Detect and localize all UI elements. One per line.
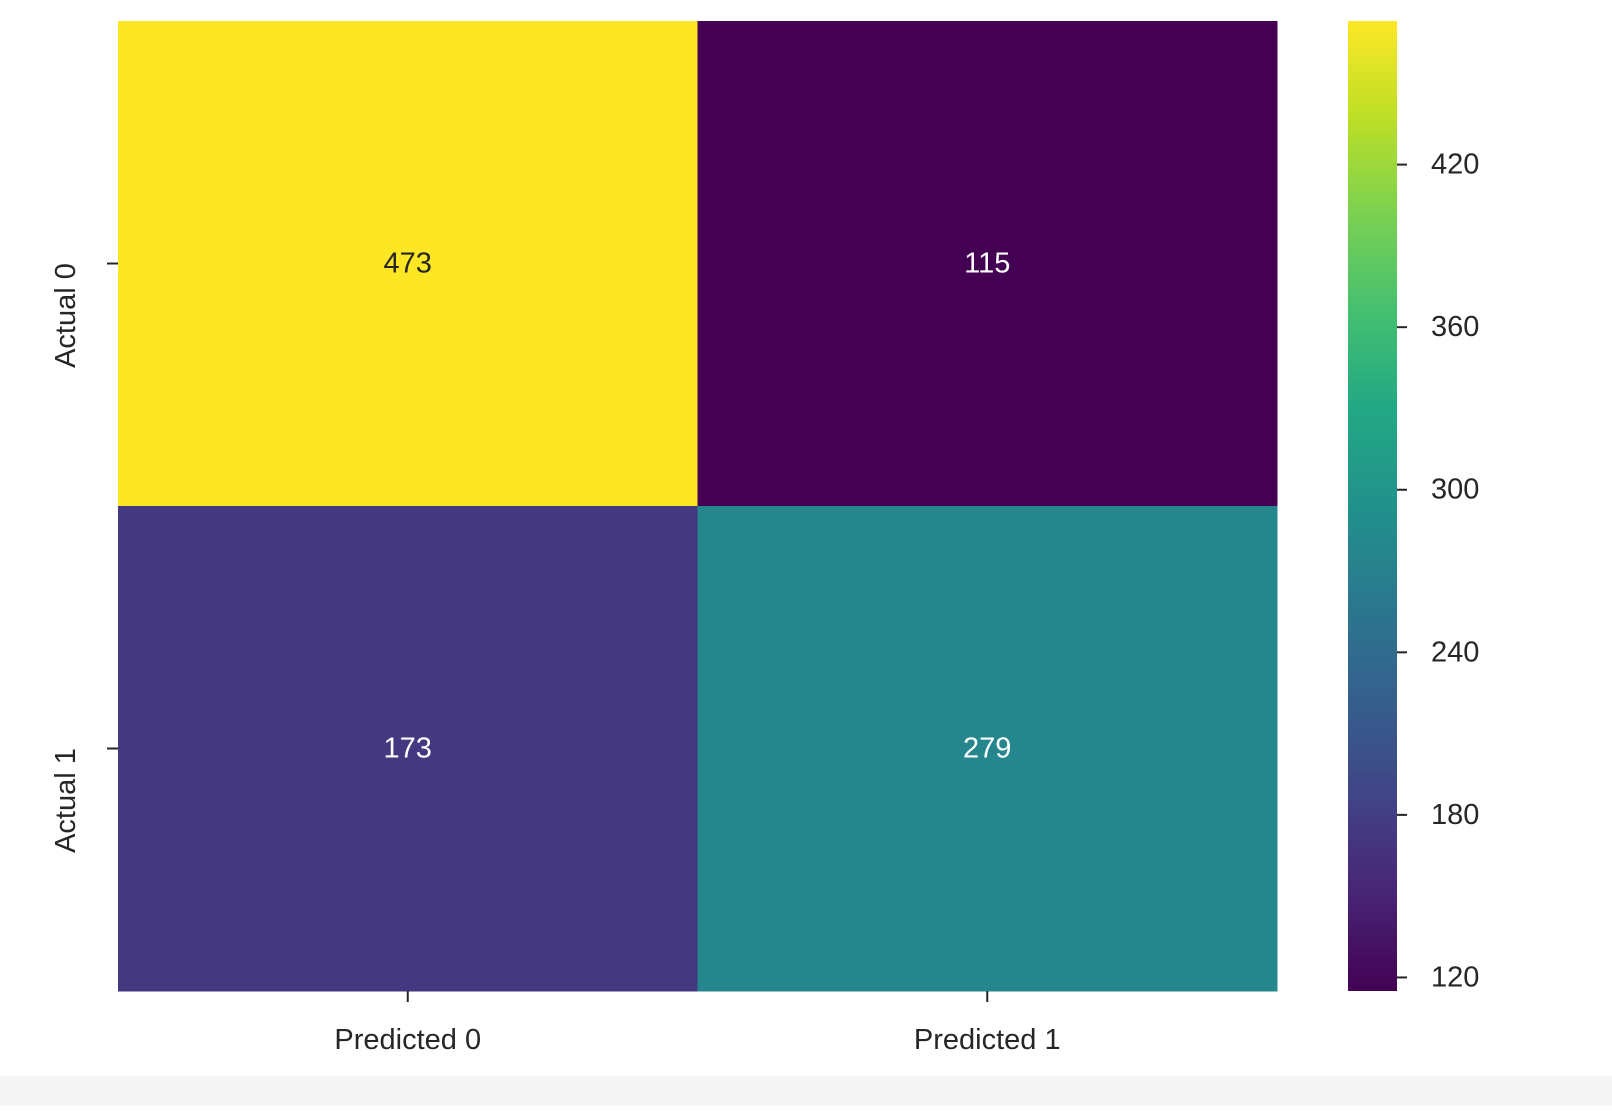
x-axis: Predicted 0 Predicted 1: [334, 991, 1061, 1056]
x-tick-label: Predicted 1: [914, 1024, 1061, 1056]
y-tick-label: Actual 0: [50, 263, 82, 368]
heatmap-cell-r1-c1: [697, 506, 1278, 992]
colorbar-tick-label: 420: [1431, 149, 1479, 181]
colorbar: 120 180 240 300 360 420: [1348, 21, 1479, 993]
bottom-strip: [0, 1076, 1612, 1106]
heatmap-cell-r0-c0: [118, 21, 698, 507]
cell-annotation-r0-c1: 115: [964, 248, 1010, 280]
colorbar-tick-label: 360: [1431, 311, 1479, 343]
x-tick-label: Predicted 0: [334, 1024, 481, 1056]
colorbar-tick-label: 240: [1431, 636, 1479, 668]
colorbar-tick-label: 300: [1431, 474, 1479, 506]
y-axis: Actual 0 Actual 1: [50, 262, 118, 853]
cell-annotation-r0-c0: 473: [384, 248, 432, 280]
heatmap-cell-r1-c0: [118, 506, 698, 992]
colorbar-tick-label: 120: [1431, 961, 1479, 993]
heatmap-annotations: 473 115 173 279: [384, 248, 1012, 765]
heatmap-cells: [118, 21, 1278, 992]
y-tick-label: Actual 1: [50, 748, 82, 853]
cell-annotation-r1-c0: 173: [384, 733, 432, 765]
cell-annotation-r1-c1: 279: [963, 733, 1011, 765]
colorbar-tick-label: 180: [1431, 799, 1479, 831]
heatmap-cell-r0-c1: [697, 21, 1278, 507]
colorbar-gradient: [1348, 21, 1397, 991]
